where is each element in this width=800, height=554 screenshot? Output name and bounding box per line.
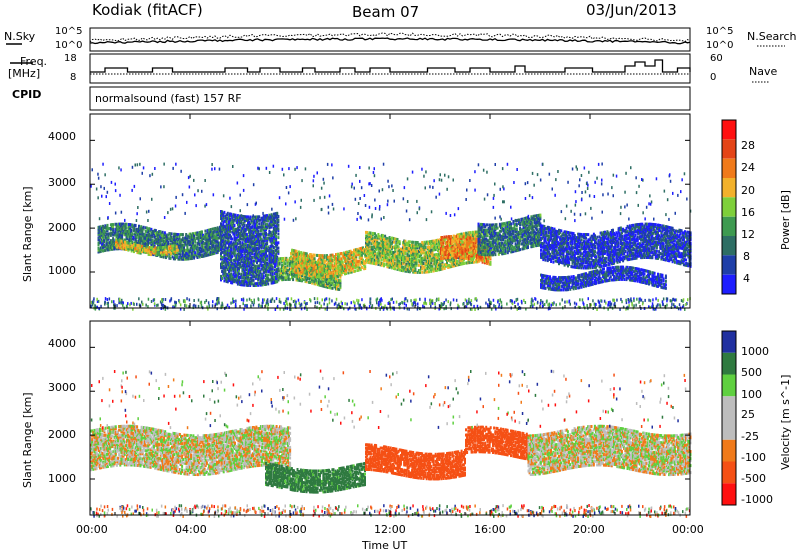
power-cell bbox=[227, 212, 229, 215]
power-cell bbox=[141, 245, 143, 248]
power-cell bbox=[172, 244, 174, 247]
power-cell bbox=[170, 252, 172, 255]
power-cell bbox=[332, 287, 334, 290]
power-cell bbox=[231, 255, 233, 258]
power-cell bbox=[107, 224, 109, 227]
power-cell bbox=[167, 241, 169, 244]
power-cell bbox=[265, 232, 267, 235]
power-cell bbox=[154, 246, 156, 249]
power-cell bbox=[252, 256, 254, 259]
power-cell bbox=[182, 233, 184, 236]
power-cell bbox=[112, 223, 114, 226]
power-cell bbox=[126, 223, 128, 226]
power-cell bbox=[277, 236, 279, 239]
power-cell bbox=[237, 242, 239, 245]
power-cell bbox=[272, 266, 274, 269]
power-cell bbox=[221, 277, 223, 280]
power-cell bbox=[238, 272, 240, 275]
power-cell bbox=[277, 227, 279, 230]
power-cell bbox=[246, 233, 248, 236]
power-cell bbox=[135, 224, 137, 227]
power-scatter bbox=[90, 163, 691, 312]
power-cell bbox=[150, 253, 152, 256]
power-cell bbox=[126, 226, 128, 229]
power-cell bbox=[336, 272, 338, 275]
power-cell bbox=[309, 281, 311, 284]
plot-canvas bbox=[0, 0, 800, 554]
power-cell bbox=[258, 222, 260, 225]
power-cell bbox=[277, 233, 279, 236]
power-cell bbox=[244, 224, 246, 227]
power-cell bbox=[164, 231, 166, 234]
power-cell bbox=[249, 216, 251, 219]
power-cell bbox=[231, 238, 233, 241]
power-cell bbox=[289, 278, 291, 281]
power-cell bbox=[229, 218, 231, 221]
power-cell bbox=[204, 230, 206, 233]
power-cell bbox=[131, 232, 133, 235]
power-cell bbox=[166, 251, 168, 254]
power-cell bbox=[267, 274, 269, 277]
power-cell bbox=[209, 246, 211, 249]
power-cell bbox=[182, 237, 184, 240]
power-cell bbox=[112, 237, 114, 240]
power-cell bbox=[240, 273, 242, 276]
power-cell bbox=[277, 241, 279, 244]
power-cell bbox=[274, 219, 276, 222]
power-cell bbox=[324, 254, 326, 257]
power-cell bbox=[277, 219, 279, 222]
power-cell bbox=[339, 279, 341, 282]
power-cell bbox=[361, 266, 363, 269]
power-cell bbox=[329, 266, 331, 269]
power-cell bbox=[314, 257, 316, 260]
power-cell bbox=[276, 212, 278, 215]
power-cell bbox=[130, 229, 132, 232]
power-cell bbox=[201, 230, 203, 233]
power-cell bbox=[241, 254, 243, 257]
power-cell bbox=[334, 274, 336, 277]
power-cell bbox=[381, 258, 383, 261]
power-cell bbox=[234, 224, 236, 227]
power-cell bbox=[277, 224, 279, 227]
power-cell bbox=[253, 279, 255, 282]
power-cell bbox=[298, 272, 300, 275]
power-cell bbox=[177, 249, 179, 252]
power-cell bbox=[257, 229, 259, 232]
power-cell bbox=[267, 282, 269, 285]
power-cell bbox=[282, 257, 284, 260]
power-cell bbox=[277, 215, 279, 218]
power-cell bbox=[364, 265, 366, 268]
power-cell bbox=[275, 235, 277, 238]
power-cell bbox=[382, 234, 384, 237]
power-cell bbox=[273, 246, 275, 249]
power-cell bbox=[331, 275, 333, 278]
power-cell bbox=[263, 274, 265, 277]
power-cell bbox=[239, 241, 241, 244]
power-cell bbox=[277, 247, 279, 250]
power-cell bbox=[266, 255, 268, 258]
power-cell bbox=[238, 228, 240, 231]
power-cell bbox=[342, 261, 344, 264]
power-cell bbox=[284, 262, 286, 265]
power-cell bbox=[354, 270, 356, 273]
power-cell bbox=[176, 245, 178, 248]
power-cell bbox=[383, 263, 385, 266]
power-cell bbox=[170, 257, 172, 260]
power-cell bbox=[223, 211, 225, 214]
power-cell bbox=[194, 251, 196, 254]
power-cell bbox=[292, 278, 294, 281]
power-cell bbox=[332, 264, 334, 267]
power-cell bbox=[370, 232, 372, 235]
radar-summary-plot: Kodiak (fitACF) Beam 07 03/Jun/2013 N.Sk… bbox=[0, 0, 800, 554]
power-cell bbox=[171, 232, 173, 235]
power-cell bbox=[143, 226, 145, 229]
power-cell bbox=[127, 242, 129, 245]
power-cell bbox=[277, 250, 279, 253]
power-cell bbox=[132, 236, 134, 239]
power-cell bbox=[314, 254, 316, 257]
